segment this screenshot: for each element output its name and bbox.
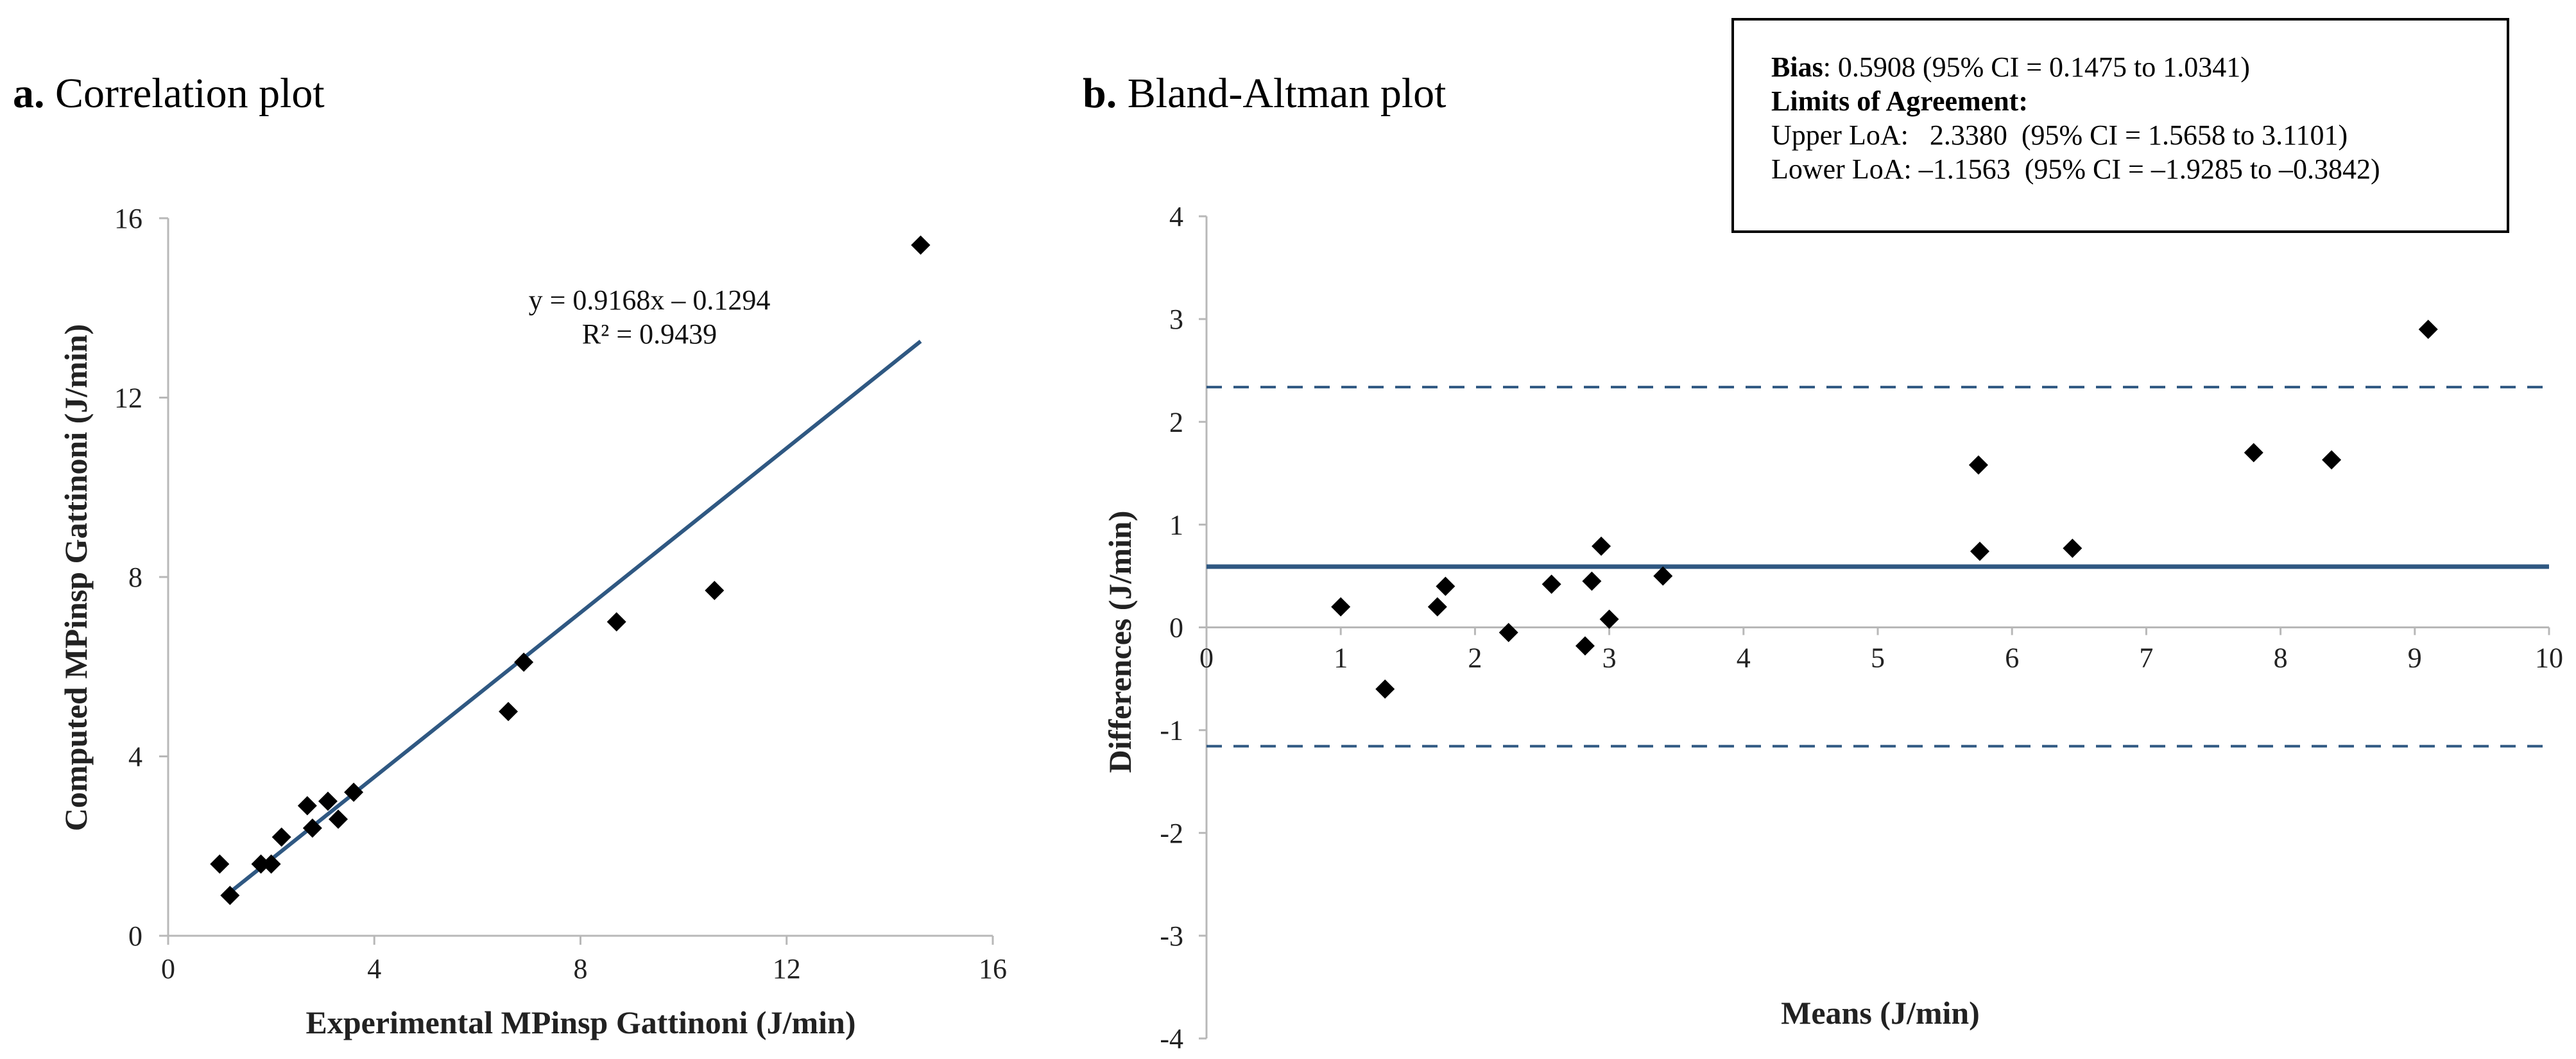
y-tick-label: 0 bbox=[1169, 612, 1183, 644]
lower-loa-row: Lower LoA: –1.1563 (95% CI = –1.9285 to … bbox=[1771, 153, 2380, 185]
x-tick-label: 2 bbox=[1468, 642, 1482, 674]
x-tick-label: 10 bbox=[2535, 642, 2563, 674]
y-tick-label: 1 bbox=[1169, 509, 1183, 540]
x-tick-label: 12 bbox=[773, 953, 801, 985]
data-point bbox=[911, 235, 931, 255]
x-tick-label: 1 bbox=[1334, 642, 1348, 674]
x-tick-label: 8 bbox=[2274, 642, 2288, 674]
x-tick-label: 16 bbox=[979, 953, 1007, 985]
data-point bbox=[2322, 450, 2342, 470]
data-point bbox=[1541, 574, 1561, 594]
data-point bbox=[297, 796, 317, 816]
data-point bbox=[606, 612, 626, 632]
y-tick-label: 8 bbox=[128, 562, 142, 593]
data-point bbox=[1582, 571, 1602, 591]
data-point bbox=[2063, 538, 2082, 558]
y-tick-label: -3 bbox=[1160, 920, 1183, 952]
panel-b-title-text: Bland-Altman plot bbox=[1127, 70, 1447, 117]
data-point bbox=[1375, 679, 1395, 699]
data-point bbox=[1653, 566, 1673, 586]
panel-b-label: b. bbox=[1083, 70, 1117, 117]
data-point bbox=[318, 791, 338, 811]
upper-loa-row: Upper LoA: 2.3380 (95% CI = 1.5658 to 3.… bbox=[1771, 119, 2348, 151]
data-point bbox=[1968, 455, 1988, 475]
data-point bbox=[261, 854, 281, 874]
x-tick-label: 0 bbox=[161, 953, 175, 985]
x-tick-label: 6 bbox=[2005, 642, 2019, 674]
y-tick-label: 2 bbox=[1169, 406, 1183, 438]
trendline-r-squared: R² = 0.9439 bbox=[582, 318, 717, 350]
data-point bbox=[1331, 597, 1351, 617]
data-point bbox=[1498, 623, 1518, 642]
x-tick-label: 0 bbox=[1199, 642, 1214, 674]
y-tick-label: 4 bbox=[1169, 201, 1183, 232]
bias-row: Bias: 0.5908 (95% CI = 0.1475 to 1.0341) bbox=[1771, 50, 2507, 84]
x-tick-label: 8 bbox=[574, 953, 588, 985]
data-point bbox=[210, 854, 230, 874]
data-point bbox=[220, 886, 240, 906]
data-point bbox=[329, 809, 348, 829]
x-tick-label: 9 bbox=[2408, 642, 2422, 674]
data-point bbox=[1970, 542, 1989, 562]
x-tick-label: 5 bbox=[1871, 642, 1885, 674]
y-tick-label: -2 bbox=[1160, 818, 1183, 849]
data-point bbox=[251, 854, 271, 874]
bias-label: Bias bbox=[1771, 51, 1823, 83]
y-tick-label: 12 bbox=[114, 383, 142, 414]
y-tick-label: -1 bbox=[1160, 715, 1183, 746]
x-axis-title: Means (J/min) bbox=[1781, 995, 1980, 1031]
y-tick-label: 4 bbox=[128, 741, 142, 773]
y-axis-title: Computed MPinsp Gattinoni (J/min) bbox=[58, 324, 94, 831]
data-point bbox=[514, 652, 534, 672]
panel-b-title: b. Bland-Altman plot bbox=[1083, 69, 1447, 118]
data-point bbox=[2418, 320, 2438, 340]
data-point bbox=[271, 827, 291, 847]
loa-heading: Limits of Agreement: bbox=[1771, 85, 2028, 117]
panel-a-title-text: Correlation plot bbox=[55, 70, 325, 117]
trendline bbox=[223, 340, 922, 898]
data-point bbox=[1436, 576, 1455, 596]
data-point bbox=[705, 580, 725, 600]
y-tick-label: 0 bbox=[128, 920, 142, 952]
x-tick-label: 3 bbox=[1602, 642, 1617, 674]
bias-value: : 0.5908 (95% CI = 0.1475 to 1.0341) bbox=[1823, 51, 2250, 83]
x-tick-label: 4 bbox=[367, 953, 381, 985]
y-tick-label: 16 bbox=[114, 203, 142, 234]
y-tick-label: -4 bbox=[1160, 1023, 1183, 1055]
data-point bbox=[1575, 636, 1595, 656]
panel-a-label: a. bbox=[13, 70, 45, 117]
x-tick-label: 7 bbox=[2139, 642, 2153, 674]
data-point bbox=[499, 702, 519, 721]
y-tick-label: 3 bbox=[1169, 304, 1183, 335]
data-point bbox=[2244, 443, 2263, 463]
data-point bbox=[1427, 597, 1447, 617]
x-tick-label: 4 bbox=[1737, 642, 1751, 674]
data-point bbox=[302, 818, 322, 838]
panel-a-title: a. Correlation plot bbox=[13, 69, 325, 118]
y-axis-title: Differences (J/min) bbox=[1102, 511, 1138, 773]
trendline-equation: y = 0.9168x – 0.1294 bbox=[529, 284, 771, 316]
stats-box: Bias: 0.5908 (95% CI = 0.1475 to 1.0341)… bbox=[1731, 18, 2509, 233]
x-axis-title: Experimental MPinsp Gattinoni (J/min) bbox=[306, 1004, 856, 1040]
data-point bbox=[1599, 609, 1619, 629]
data-point bbox=[344, 782, 364, 802]
data-point bbox=[1592, 537, 1611, 556]
